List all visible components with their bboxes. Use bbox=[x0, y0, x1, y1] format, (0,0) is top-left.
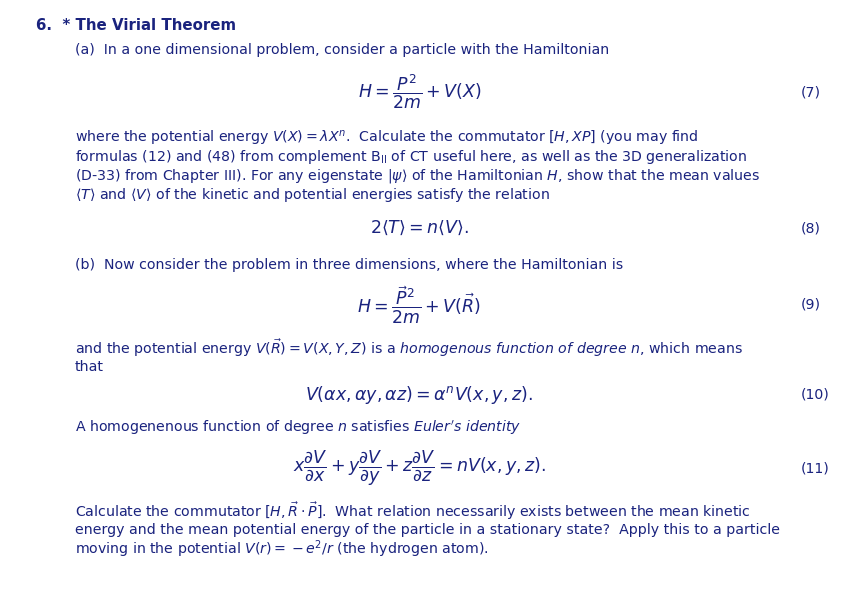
Text: (D-33) from Chapter III). For any eigenstate $|\psi\rangle$ of the Hamiltonian $: (D-33) from Chapter III). For any eigens… bbox=[75, 167, 760, 185]
Text: (a)  In a one dimensional problem, consider a particle with the Hamiltonian: (a) In a one dimensional problem, consid… bbox=[75, 43, 609, 57]
Text: formulas (12) and (48) from complement $\mathrm{B_{II}}$ of CT useful here, as w: formulas (12) and (48) from complement $… bbox=[75, 148, 746, 166]
Text: $H = \dfrac{P^2}{2m} + V(X)$: $H = \dfrac{P^2}{2m} + V(X)$ bbox=[357, 73, 481, 111]
Text: $H = \dfrac{\vec{P}^2}{2m} + V(\vec{R})$: $H = \dfrac{\vec{P}^2}{2m} + V(\vec{R})$ bbox=[357, 285, 481, 325]
Text: $\langle T \rangle$ and $\langle V \rangle$ of the kinetic and potential energie: $\langle T \rangle$ and $\langle V \rang… bbox=[75, 186, 550, 204]
Text: (8): (8) bbox=[800, 221, 820, 235]
Text: $x\dfrac{\partial V}{\partial x} + y\dfrac{\partial V}{\partial y} + z\dfrac{\pa: $x\dfrac{\partial V}{\partial x} + y\dfr… bbox=[293, 448, 545, 488]
Text: (9): (9) bbox=[800, 298, 821, 312]
Text: energy and the mean potential energy of the particle in a stationary state?  App: energy and the mean potential energy of … bbox=[75, 523, 779, 537]
Text: where the potential energy $V(X) = \lambda X^n$.  Calculate the commutator $[H, : where the potential energy $V(X) = \lamb… bbox=[75, 128, 698, 147]
Text: and the potential energy $V(\vec{R}) = V(X, Y, Z)$ is a $\mathit{homogenous\ fun: and the potential energy $V(\vec{R}) = V… bbox=[75, 337, 742, 359]
Text: that: that bbox=[75, 360, 103, 374]
Text: moving in the potential $V(r) = -e^2/r$ (the hydrogen atom).: moving in the potential $V(r) = -e^2/r$ … bbox=[75, 538, 489, 560]
Text: 6.  * The Virial Theorem: 6. * The Virial Theorem bbox=[36, 18, 236, 33]
Text: (b)  Now consider the problem in three dimensions, where the Hamiltonian is: (b) Now consider the problem in three di… bbox=[75, 258, 623, 272]
Text: Calculate the commutator $[H, \vec{R} \cdot \vec{P}]$.  What relation necessaril: Calculate the commutator $[H, \vec{R} \c… bbox=[75, 500, 750, 522]
Text: $2\langle T \rangle = n\langle V \rangle.$: $2\langle T \rangle = n\langle V \rangle… bbox=[370, 219, 468, 237]
Text: (11): (11) bbox=[800, 461, 829, 475]
Text: A homogenenous function of degree $n$ satisfies $\mathit{Euler's\ identity}$: A homogenenous function of degree $n$ sa… bbox=[75, 419, 521, 437]
Text: (7): (7) bbox=[800, 85, 821, 99]
Text: $V(\alpha x, \alpha y, \alpha z) = \alpha^n V(x, y, z).$: $V(\alpha x, \alpha y, \alpha z) = \alph… bbox=[306, 384, 533, 406]
Text: (10): (10) bbox=[800, 388, 829, 402]
